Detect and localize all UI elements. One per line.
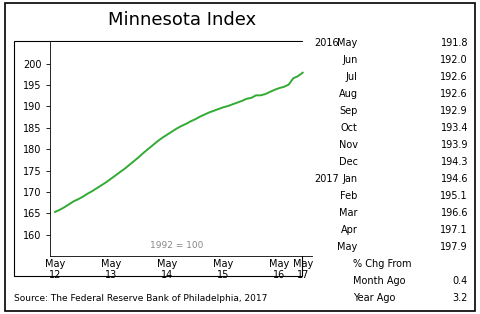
Text: % Chg From: % Chg From: [353, 259, 411, 269]
Text: 192.9: 192.9: [440, 106, 468, 116]
Text: Jul: Jul: [346, 72, 358, 82]
Text: 2016: 2016: [314, 38, 339, 48]
Text: 195.1: 195.1: [440, 191, 468, 201]
Text: 193.4: 193.4: [441, 123, 468, 133]
Text: 192.0: 192.0: [440, 55, 468, 65]
Text: Oct: Oct: [341, 123, 358, 133]
Text: 197.1: 197.1: [440, 225, 468, 235]
Text: 194.6: 194.6: [441, 174, 468, 184]
Text: 3.2: 3.2: [453, 293, 468, 303]
Text: Apr: Apr: [341, 225, 358, 235]
Text: Aug: Aug: [338, 89, 358, 99]
Text: 2017: 2017: [314, 174, 339, 184]
Text: Minnesota Index: Minnesota Index: [108, 11, 256, 30]
Text: Dec: Dec: [338, 157, 358, 167]
Text: Feb: Feb: [340, 191, 358, 201]
Text: Source: The Federal Reserve Bank of Philadelphia, 2017: Source: The Federal Reserve Bank of Phil…: [14, 294, 268, 303]
Text: Month Ago: Month Ago: [353, 276, 405, 286]
Text: 193.9: 193.9: [441, 140, 468, 150]
Text: 1992 = 100: 1992 = 100: [150, 241, 203, 250]
Text: Jun: Jun: [342, 55, 358, 65]
Text: 191.8: 191.8: [441, 38, 468, 48]
Text: Year Ago: Year Ago: [353, 293, 395, 303]
Text: 197.9: 197.9: [440, 242, 468, 252]
Text: Jan: Jan: [342, 174, 358, 184]
Text: Mar: Mar: [339, 208, 358, 218]
Text: 0.4: 0.4: [453, 276, 468, 286]
Text: 194.3: 194.3: [441, 157, 468, 167]
Text: May: May: [337, 242, 358, 252]
Text: 192.6: 192.6: [440, 89, 468, 99]
Text: Sep: Sep: [339, 106, 358, 116]
Text: 192.6: 192.6: [440, 72, 468, 82]
Text: May: May: [337, 38, 358, 48]
Text: Nov: Nov: [338, 140, 358, 150]
Text: 196.6: 196.6: [441, 208, 468, 218]
